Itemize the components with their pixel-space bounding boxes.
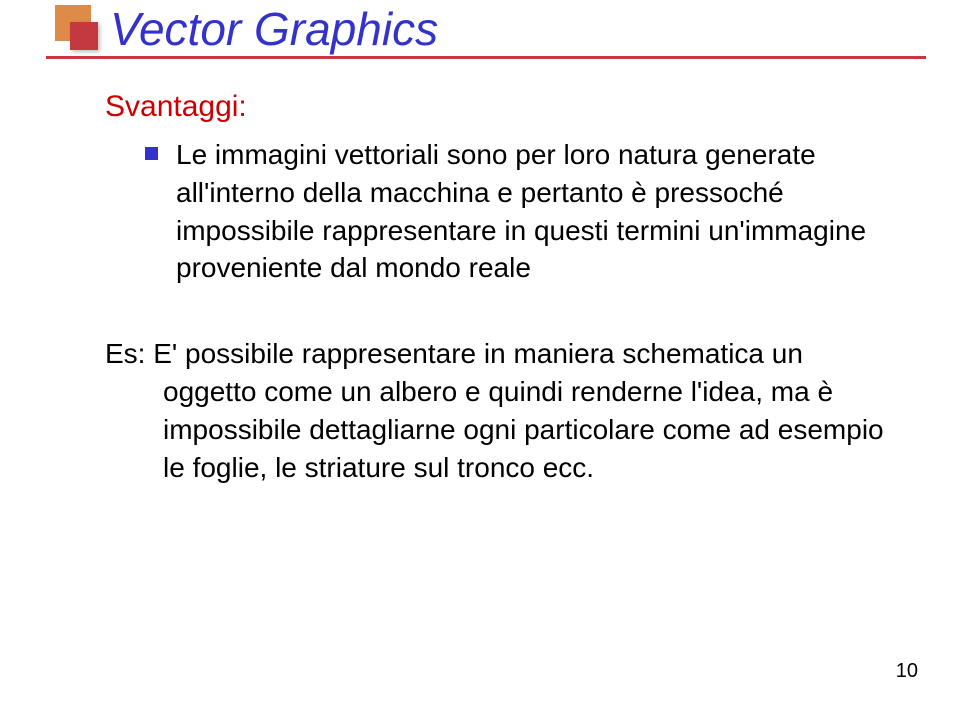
title-underline [46,56,926,59]
subheading: Svantaggi: [105,90,895,124]
example-line1-text: E' possibile rappresentare in maniera sc… [153,338,803,369]
page-number: 10 [896,660,918,683]
slide-title: Vector Graphics [110,2,438,56]
decoration-square-front [70,22,98,50]
slide: Vector Graphics Svantaggi: Le immagini v… [0,0,960,707]
slide-content: Svantaggi: Le immagini vettoriali sono p… [105,90,895,486]
bullet-square-icon [145,147,158,160]
bullet-text: Le immagini vettoriali sono per loro nat… [176,136,895,287]
bullet-item: Le immagini vettoriali sono per loro nat… [145,136,895,287]
title-decoration [55,0,97,60]
example-line-2: oggetto come un albero e quindi renderne… [105,373,895,486]
example-line-1: Es: E' possibile rappresentare in manier… [105,335,895,373]
example-prefix: Es: [105,338,153,369]
example-block: Es: E' possibile rappresentare in manier… [105,335,895,486]
